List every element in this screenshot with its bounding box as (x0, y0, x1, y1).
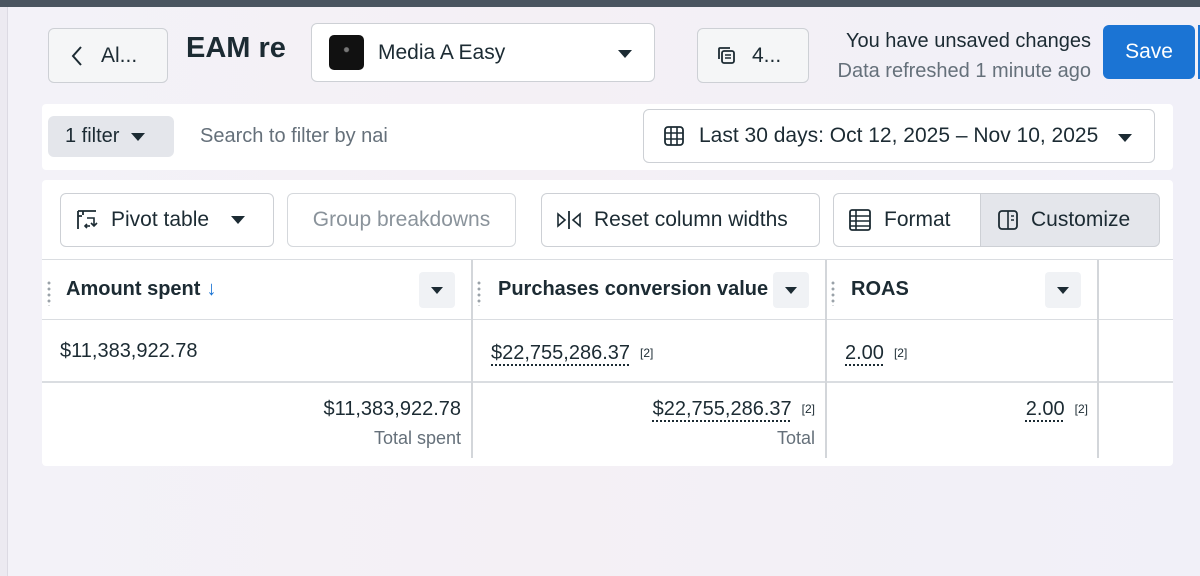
footnote-marker[interactable]: [2] (640, 346, 654, 360)
column-header-amount-spent[interactable]: Amount spent ↓ (66, 278, 216, 301)
footnote-marker[interactable]: [2] (893, 346, 908, 360)
account-avatar (329, 35, 364, 70)
account-selector[interactable]: Media A Easy (311, 23, 655, 82)
unsaved-changes-text: You have unsaved changes (845, 30, 1091, 52)
pivot-table-icon (77, 210, 98, 229)
caret-down-icon (618, 50, 632, 58)
search-input[interactable] (188, 117, 396, 155)
caret-down-icon (1118, 134, 1132, 142)
column-menu-button[interactable] (773, 272, 809, 308)
date-range-picker[interactable]: Last 30 days: Oct 12, 2025 – Nov 10, 202… (643, 109, 1155, 163)
caret-down-icon (431, 286, 443, 294)
left-panel-edge (0, 7, 8, 576)
stacked-pages-icon (718, 46, 735, 64)
versions-label: 4... (752, 43, 782, 67)
cell-roas[interactable]: 2.00 [2] (845, 342, 907, 365)
total-conversion-value[interactable]: $22,755,286.37 [2] (653, 398, 815, 421)
column-resize-icon (557, 211, 581, 229)
column-divider[interactable] (1097, 260, 1099, 458)
caret-down-icon (785, 286, 797, 294)
group-breakdowns-button[interactable]: Group breakdowns (287, 193, 516, 247)
filter-chip[interactable]: 1 filter (48, 116, 174, 157)
cell-amount-spent: $11,383,922.78 (60, 340, 198, 362)
data-refreshed-text: Data refreshed 1 minute ago (837, 60, 1092, 82)
next-button-edge[interactable] (1198, 25, 1200, 79)
format-table-icon (849, 209, 871, 231)
column-header-roas[interactable]: ROAS (851, 278, 909, 301)
caret-down-icon (131, 132, 146, 141)
save-status: You have unsaved changes Data refreshed … (838, 26, 1092, 86)
format-button[interactable]: Format (833, 193, 981, 247)
conversion-value-link[interactable]: $22,755,286.37 (491, 342, 631, 364)
table-divider (42, 319, 1173, 320)
drag-handle-icon[interactable] (477, 280, 481, 306)
calendar-grid-icon (664, 126, 684, 146)
table-divider (42, 381, 1173, 383)
date-range-label: Last 30 days: Oct 12, 2025 – Nov 10, 202… (699, 124, 1099, 147)
column-divider[interactable] (825, 260, 827, 458)
total-caption: Total (776, 428, 815, 448)
group-breakdowns-label: Group breakdowns (312, 208, 491, 231)
caret-down-icon (1057, 286, 1069, 294)
customize-columns-icon (998, 210, 1018, 230)
footnote-marker[interactable]: [2] (801, 402, 815, 416)
back-button-label: Al... (101, 43, 138, 67)
column-header-purchases-conversion-value[interactable]: Purchases conversion value (498, 278, 768, 301)
account-name: Media A Easy (378, 40, 506, 64)
total-amount-spent: $11,383,922.78 (323, 398, 461, 420)
customize-button[interactable]: Customize (980, 193, 1160, 247)
window-top-bar (0, 0, 1200, 7)
roas-value-link[interactable]: 2.00 (845, 342, 884, 364)
column-header-label: Amount spent (66, 278, 201, 300)
total-roas[interactable]: 2.00 [2] (1026, 398, 1088, 421)
column-menu-button[interactable] (1045, 272, 1081, 308)
arrow-down-icon[interactable]: ↓ (206, 278, 217, 300)
column-menu-button[interactable] (419, 272, 455, 308)
pivot-table-label: Pivot table (111, 208, 210, 231)
pivot-table-button[interactable]: Pivot table (60, 193, 274, 247)
column-header-label: ROAS (851, 278, 909, 300)
column-header-label: Purchases conversion value (498, 278, 769, 300)
chevron-left-icon (71, 45, 82, 66)
table-divider (42, 259, 1173, 260)
total-spent-caption: Total spent (373, 428, 461, 448)
total-conversion-value-link[interactable]: $22,755,286.37 (652, 398, 792, 420)
column-divider[interactable] (471, 260, 473, 458)
versions-button[interactable]: 4... (697, 28, 809, 83)
caret-down-icon (231, 216, 246, 224)
drag-handle-icon[interactable] (47, 280, 51, 306)
reset-column-widths-label: Reset column widths (594, 208, 788, 231)
reset-column-widths-button[interactable]: Reset column widths (541, 193, 820, 247)
customize-label: Customize (1031, 208, 1131, 231)
footnote-marker[interactable]: [2] (1074, 402, 1088, 416)
back-button[interactable]: Al... (48, 28, 168, 83)
filter-chip-label: 1 filter (65, 125, 120, 147)
total-roas-link[interactable]: 2.00 (1025, 398, 1065, 420)
page-title: EAM re (186, 32, 286, 64)
save-button[interactable]: Save (1103, 25, 1195, 79)
cell-conversion-value[interactable]: $22,755,286.37 [2] (491, 342, 653, 365)
format-label: Format (884, 208, 951, 231)
drag-handle-icon[interactable] (831, 280, 835, 306)
